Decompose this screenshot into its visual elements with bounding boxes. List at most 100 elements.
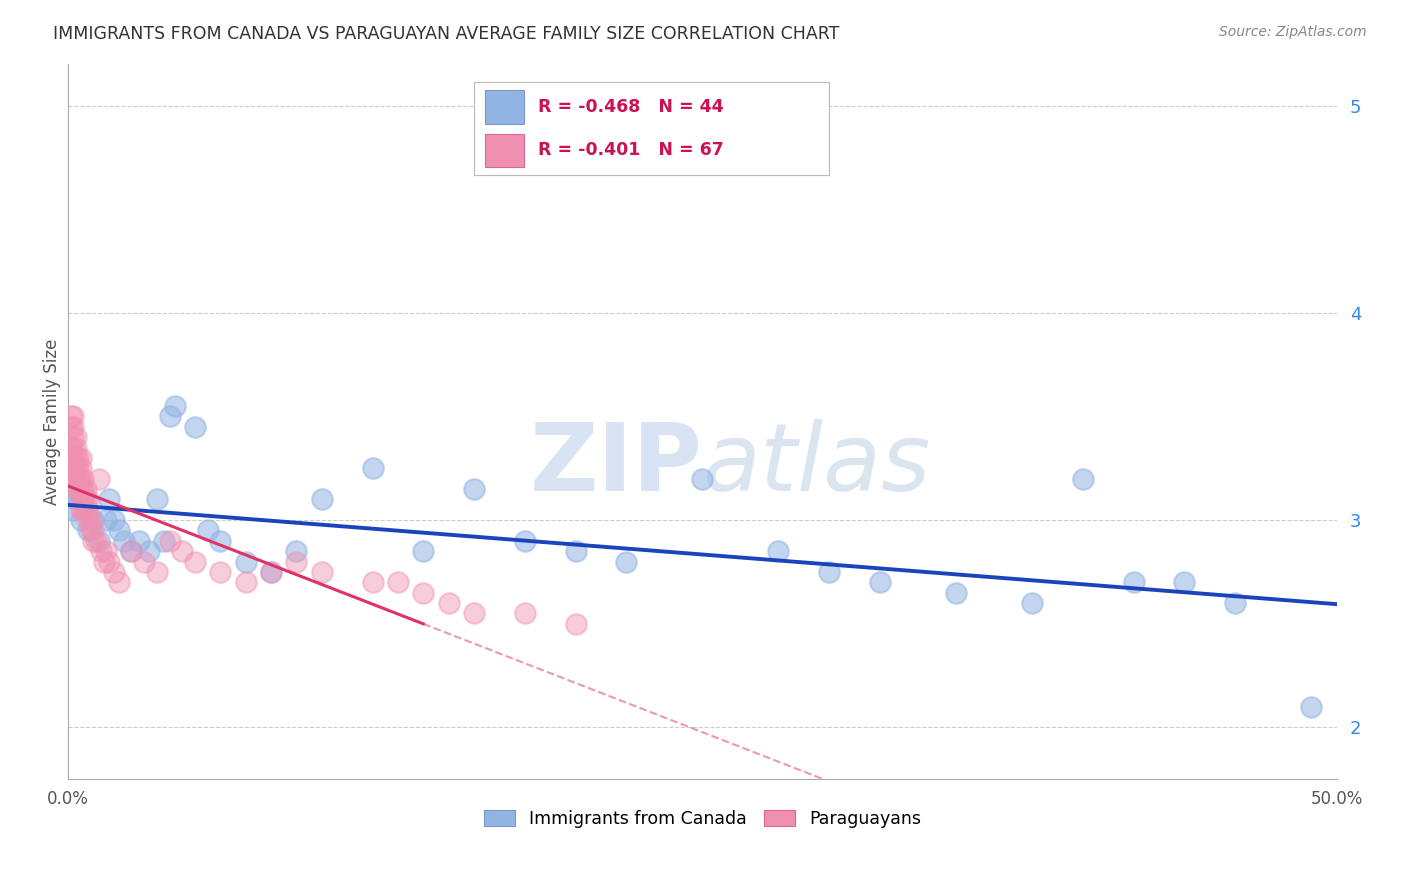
Point	[260, 565, 283, 579]
Point	[59, 409, 82, 424]
Point	[121, 544, 143, 558]
Point	[62, 441, 84, 455]
Point	[564, 544, 586, 558]
Point	[62, 420, 84, 434]
Point	[163, 399, 186, 413]
Point	[818, 565, 841, 579]
Text: Source: ZipAtlas.com: Source: ZipAtlas.com	[1219, 25, 1367, 39]
Point	[59, 441, 82, 455]
Point	[69, 492, 91, 507]
Point	[197, 524, 219, 538]
Point	[67, 461, 90, 475]
Point	[97, 492, 120, 507]
Point	[614, 814, 637, 828]
Point	[412, 544, 434, 558]
Point	[69, 502, 91, 516]
Point	[260, 565, 283, 579]
Point	[153, 533, 176, 548]
Point	[59, 420, 82, 434]
Point	[75, 502, 97, 516]
Point	[112, 533, 135, 548]
Point	[103, 565, 125, 579]
Point	[69, 472, 91, 486]
Point	[62, 450, 84, 465]
Point	[80, 513, 103, 527]
Point	[72, 502, 94, 516]
Point	[1122, 575, 1144, 590]
Point	[159, 409, 181, 424]
Point	[75, 492, 97, 507]
Point	[285, 544, 308, 558]
Point	[387, 575, 409, 590]
Point	[412, 585, 434, 599]
Point	[59, 472, 82, 486]
Point	[1071, 472, 1094, 486]
Point	[172, 544, 194, 558]
Point	[69, 513, 91, 527]
Y-axis label: Average Family Size: Average Family Size	[44, 338, 60, 505]
Point	[94, 544, 117, 558]
Point	[128, 533, 150, 548]
Point	[209, 533, 232, 548]
Point	[84, 533, 107, 548]
Point	[285, 555, 308, 569]
Point	[564, 616, 586, 631]
Point	[1225, 596, 1247, 610]
Point	[361, 575, 384, 590]
Point	[59, 461, 82, 475]
Point	[72, 482, 94, 496]
Point	[869, 575, 891, 590]
Point	[121, 544, 143, 558]
Point	[159, 533, 181, 548]
Point	[463, 482, 485, 496]
Point	[65, 430, 87, 444]
Point	[65, 482, 87, 496]
Point	[67, 472, 90, 486]
Point	[72, 492, 94, 507]
Point	[87, 472, 110, 486]
Point	[67, 450, 90, 465]
Point	[94, 513, 117, 527]
Point	[62, 409, 84, 424]
Point	[146, 565, 169, 579]
Point	[75, 482, 97, 496]
Point	[614, 555, 637, 569]
Point	[513, 607, 536, 621]
Point	[138, 544, 160, 558]
Point	[90, 544, 112, 558]
Point	[65, 492, 87, 507]
Point	[77, 513, 100, 527]
Point	[77, 524, 100, 538]
Text: ZIP: ZIP	[530, 418, 703, 510]
Point	[62, 502, 84, 516]
Point	[768, 544, 790, 558]
Point	[72, 472, 94, 486]
Point	[69, 461, 91, 475]
Point	[1173, 575, 1195, 590]
Point	[108, 575, 131, 590]
Point	[361, 461, 384, 475]
Point	[103, 513, 125, 527]
Point	[311, 492, 333, 507]
Text: IMMIGRANTS FROM CANADA VS PARAGUAYAN AVERAGE FAMILY SIZE CORRELATION CHART: IMMIGRANTS FROM CANADA VS PARAGUAYAN AVE…	[53, 25, 839, 43]
Legend: Immigrants from Canada, Paraguayans: Immigrants from Canada, Paraguayans	[477, 803, 928, 835]
Point	[82, 533, 104, 548]
Point	[437, 596, 460, 610]
Point	[235, 555, 257, 569]
Point	[65, 461, 87, 475]
Point	[65, 441, 87, 455]
Point	[82, 513, 104, 527]
Point	[97, 555, 120, 569]
Point	[463, 607, 485, 621]
Point	[134, 555, 156, 569]
Point	[62, 430, 84, 444]
Point	[93, 555, 115, 569]
Point	[67, 482, 90, 496]
Point	[108, 524, 131, 538]
Point	[69, 450, 91, 465]
Point	[59, 482, 82, 496]
Point	[65, 450, 87, 465]
Point	[77, 492, 100, 507]
Point	[146, 492, 169, 507]
Point	[692, 472, 714, 486]
